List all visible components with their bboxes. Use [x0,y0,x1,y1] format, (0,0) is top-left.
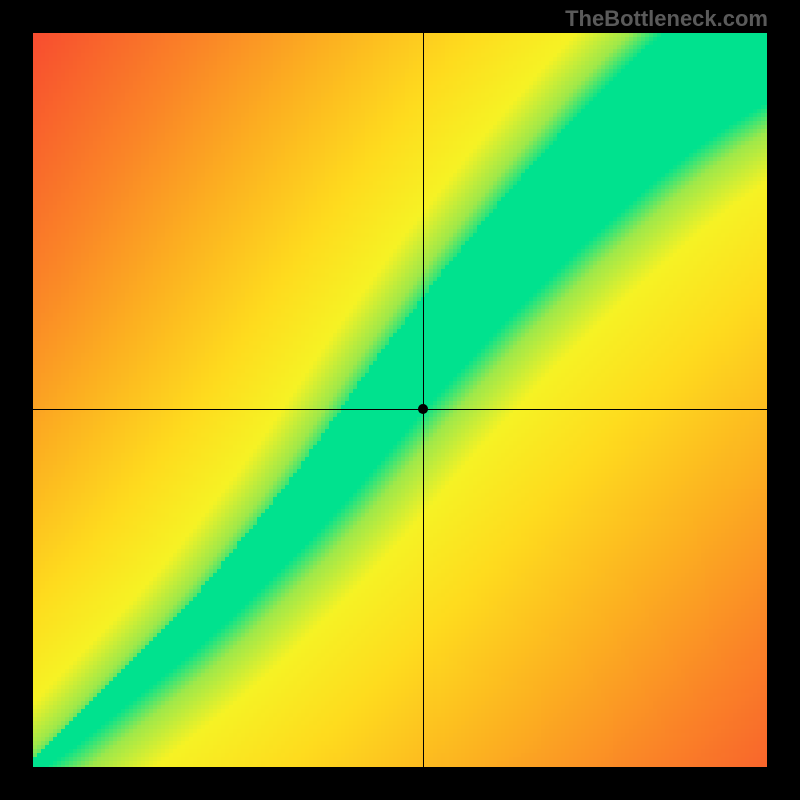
bottleneck-heatmap [0,0,800,800]
watermark-text: TheBottleneck.com [565,6,768,32]
chart-container: { "type": "heatmap", "canvas": { "width"… [0,0,800,800]
